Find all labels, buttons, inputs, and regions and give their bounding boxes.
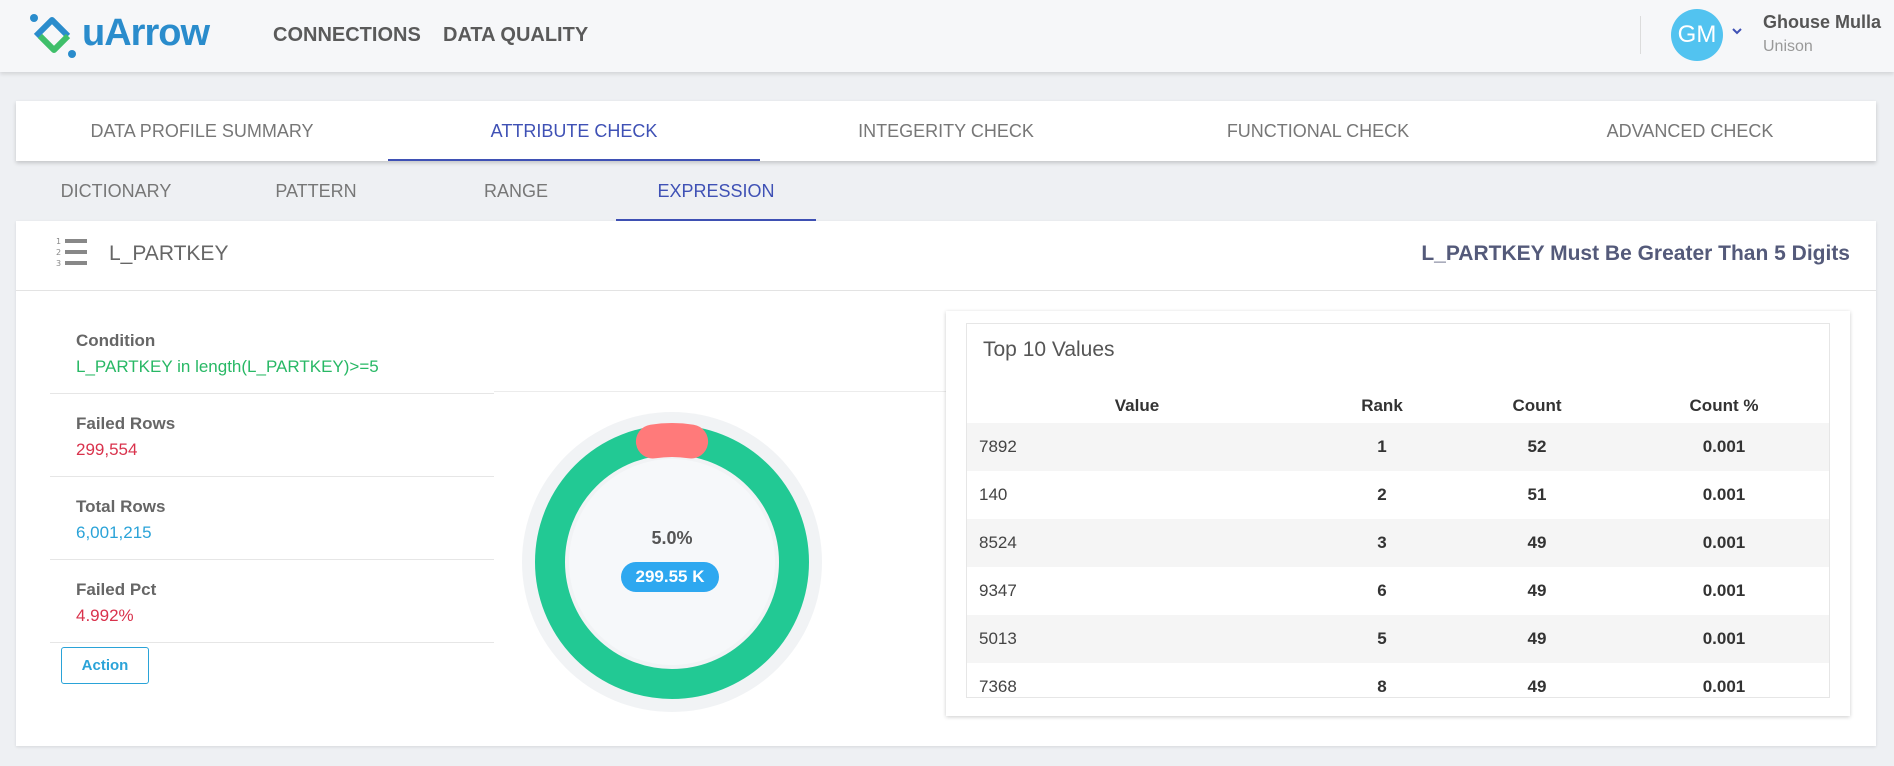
total-rows-value: 6,001,215: [76, 523, 152, 542]
divider: [494, 391, 948, 392]
subtab-pattern[interactable]: PATTERN: [275, 181, 357, 201]
column-header-count: Count: [1512, 395, 1562, 415]
failed-pct-label: Failed Pct: [76, 580, 157, 599]
cell-count-pct: 0.001: [1702, 485, 1746, 504]
cell-count: 49: [1457, 615, 1617, 663]
table-row: 7368 8 49 0.001: [967, 663, 1829, 697]
table-row: 5013 5 49 0.001: [967, 615, 1829, 663]
top-navbar: uArrow CONNECTIONS DATA QUALITY GM Ghous…: [0, 0, 1894, 72]
cell-count: 49: [1457, 519, 1617, 567]
top-values-panel: Top 10 Values Value Rank Count Count % 7…: [946, 311, 1850, 716]
cell-value: 5013: [967, 615, 1307, 663]
top-values-scroll[interactable]: Top 10 Values Value Rank Count Count % 7…: [966, 323, 1830, 698]
user-org: Unison: [1763, 38, 1813, 55]
failed-pct-value: 4.992%: [76, 606, 134, 625]
numbered-list-icon: 1 2 3: [56, 237, 87, 268]
cell-value: 140: [979, 485, 1008, 504]
total-rows-block: Total Rows 6,001,215: [50, 477, 494, 560]
failed-rows-value: 299,554: [76, 440, 138, 459]
column-name: L_PARTKEY: [109, 242, 229, 265]
table-header-row: Value Rank Count Count %: [967, 388, 1829, 423]
cell-count-pct: 0.001: [1617, 519, 1829, 567]
cell-count-pct: 0.001: [1617, 423, 1829, 471]
avatar[interactable]: GM: [1671, 9, 1723, 61]
tab-advanced-check[interactable]: ADVANCED CHECK: [1606, 121, 1774, 141]
failed-rows-donut: 5.0% 299.55 K: [517, 407, 827, 717]
svg-text:3: 3: [56, 259, 61, 268]
rule-title: L_PARTKEY Must Be Greater Than 5 Digits: [1421, 242, 1850, 265]
condition-label: Condition: [76, 331, 156, 350]
cell-rank: 3: [1307, 519, 1457, 567]
cell-count-pct: 0.001: [1617, 615, 1829, 663]
main-tabs: DATA PROFILE SUMMARY ATTRIBUTE CHECK INT…: [16, 101, 1876, 161]
column-header-count-pct: Count %: [1689, 395, 1759, 415]
donut-fail-arc: [635, 423, 709, 459]
cell-value: 7892: [967, 423, 1307, 471]
top-values-table: Value Rank Count Count % 7892 1 52 0.001…: [967, 388, 1829, 697]
action-button[interactable]: Action: [61, 647, 149, 684]
condition-value: L_PARTKEY in length(L_PARTKEY)>=5: [76, 357, 379, 376]
cell-count-pct: 0.001: [1702, 677, 1746, 696]
tab-integerity-check[interactable]: INTEGERITY CHECK: [858, 121, 1034, 141]
cell-count: 49: [1527, 581, 1547, 600]
cell-count: 49: [1527, 677, 1547, 696]
expression-card: 1 2 3 L_PARTKEY L_PARTKEY Must Be Greate…: [16, 221, 1876, 746]
app-logo[interactable]: uArrow: [26, 8, 210, 64]
column-header-value: Value: [1114, 395, 1160, 415]
subtab-dictionary[interactable]: DICTIONARY: [60, 181, 172, 201]
user-name: Ghouse Mulla: [1763, 12, 1882, 32]
cell-rank: 1: [1307, 423, 1457, 471]
cell-count: 52: [1457, 423, 1617, 471]
cell-count-pct: 0.001: [1702, 581, 1746, 600]
donut-percent-label: 5.0%: [651, 528, 693, 548]
tab-data-profile-summary[interactable]: DATA PROFILE SUMMARY: [90, 121, 314, 141]
top-values-title: Top 10 Values: [983, 338, 1115, 361]
nav-data-quality[interactable]: DATA QUALITY: [443, 24, 589, 46]
cell-rank: 6: [1377, 581, 1387, 600]
svg-text:2: 2: [56, 248, 61, 257]
logo-text: uArrow: [82, 12, 210, 54]
table-row: 140 2 51 0.001: [967, 471, 1829, 519]
donut-count-badge: 299.55 K: [621, 562, 719, 592]
table-row: 7892 1 52 0.001: [967, 423, 1829, 471]
table-row: 9347 6 49 0.001: [967, 567, 1829, 615]
failed-rows-block: Failed Rows 299,554: [50, 394, 494, 477]
total-rows-label: Total Rows: [76, 497, 166, 516]
nav-divider: [1640, 16, 1641, 54]
cell-rank: 8: [1377, 677, 1387, 696]
card-header: 1 2 3 L_PARTKEY L_PARTKEY Must Be Greate…: [16, 221, 1876, 291]
cell-count: 51: [1527, 485, 1547, 504]
tab-functional-check[interactable]: FUNCTIONAL CHECK: [1226, 121, 1410, 141]
svg-text:1: 1: [56, 237, 61, 246]
cell-rank: 5: [1307, 615, 1457, 663]
tab-attribute-check[interactable]: ATTRIBUTE CHECK: [388, 101, 760, 161]
subtab-range[interactable]: RANGE: [483, 181, 548, 201]
chevron-down-icon[interactable]: [1730, 24, 1744, 38]
cell-value: 8524: [967, 519, 1307, 567]
table-row: 8524 3 49 0.001: [967, 519, 1829, 567]
cell-value: 9347: [979, 581, 1017, 600]
failed-pct-block: Failed Pct 4.992%: [50, 560, 494, 643]
cell-value: 7368: [979, 677, 1017, 696]
condition-block: Condition L_PARTKEY in length(L_PARTKEY)…: [50, 311, 494, 394]
column-header-rank: Rank: [1361, 395, 1403, 415]
failed-rows-label: Failed Rows: [76, 414, 176, 433]
cell-rank: 2: [1377, 485, 1387, 504]
subtab-expression[interactable]: EXPRESSION: [616, 166, 816, 221]
logo-icon: [30, 14, 76, 58]
nav-connections[interactable]: CONNECTIONS: [273, 24, 421, 46]
